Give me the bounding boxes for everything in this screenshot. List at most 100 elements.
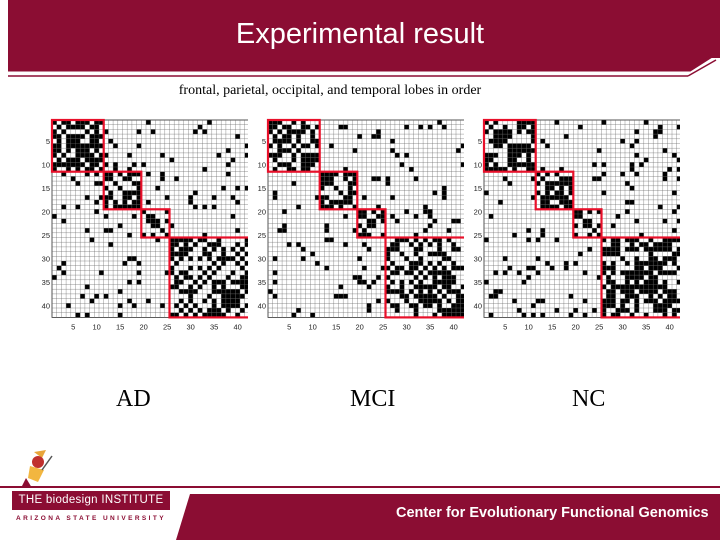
matrix-cell: [451, 303, 456, 308]
matrix-cell: [460, 265, 464, 271]
matrix-cell: [446, 279, 452, 285]
matrix-cell: [362, 265, 367, 271]
matrix-cell: [268, 289, 273, 294]
matrix-cell: [394, 237, 400, 243]
matrix-cell: [183, 237, 189, 243]
matrix-cell: [521, 148, 527, 153]
matrix-cell: [488, 138, 494, 144]
matrix-cell: [366, 284, 372, 290]
lobe-block-outline: [318, 170, 359, 211]
matrix-cell: [502, 270, 508, 276]
matrix-cell: [559, 167, 564, 172]
matrix-cell: [488, 124, 494, 130]
matrix-cell: [662, 279, 668, 285]
matrix-cell: [108, 138, 114, 144]
matrix-cell: [639, 265, 644, 271]
matrix-cell: [268, 143, 273, 149]
matrix-cell: [272, 124, 278, 130]
matrix-cell: [390, 270, 395, 276]
matrix-cell: [324, 237, 330, 243]
matrix-cell: [103, 176, 109, 182]
matrix-cell: [559, 195, 564, 200]
matrix-cell: [498, 138, 503, 144]
matrix-cell: [188, 265, 193, 271]
matrix-cell: [197, 265, 203, 271]
matrix-cell: [207, 120, 212, 125]
matrix-cell: [235, 134, 240, 139]
matrix-cell: [277, 143, 283, 149]
matrix-cell: [169, 242, 175, 247]
matrix-cell: [657, 242, 663, 247]
matrix-cell: [230, 293, 236, 299]
matrix-cell: [183, 289, 189, 294]
matrix-cell: [113, 162, 118, 167]
matrix-cell: [319, 176, 325, 182]
matrix-cell: [202, 246, 208, 252]
matrix-cell: [169, 223, 175, 229]
matrix-cell: [413, 261, 419, 266]
lobe-block-outline: [482, 118, 537, 173]
matrix-cell: [174, 279, 179, 285]
matrix-cell: [84, 120, 90, 125]
matrix-cell: [606, 275, 611, 280]
matrix-cell: [235, 279, 240, 285]
matrix-cell: [606, 293, 611, 299]
matrix-cell: [136, 199, 142, 205]
matrix-cell: [643, 284, 649, 290]
matrix-cell: [352, 204, 358, 210]
matrix-cell: [625, 289, 630, 294]
matrix-cell: [653, 134, 658, 139]
matrix-cell: [512, 167, 517, 172]
matrix-cell: [131, 256, 137, 261]
matrix-cell: [89, 152, 95, 158]
matrix-cell: [451, 261, 456, 266]
matrix-cell: [531, 138, 536, 144]
matrix-cell: [244, 185, 248, 191]
matrix-cell: [244, 275, 248, 280]
x-tick-label: 15: [548, 322, 556, 331]
matrix-cell: [277, 129, 283, 135]
matrix-cell: [484, 190, 489, 196]
matrix-cell: [380, 265, 386, 271]
matrix-cell: [178, 237, 184, 243]
matrix-cell: [155, 185, 161, 191]
matrix-cell: [272, 270, 278, 276]
matrix-cell: [61, 171, 67, 177]
matrix-cell: [357, 275, 362, 280]
matrix-cell: [643, 246, 649, 252]
matrix-cell: [296, 134, 301, 139]
matrix-cell: [244, 251, 248, 257]
matrix-cell: [268, 120, 273, 125]
matrix-cell: [563, 181, 569, 186]
matrix-cell: [300, 256, 306, 261]
matrix-cell: [596, 232, 602, 238]
matrix-cell: [512, 148, 517, 153]
matrix-cell: [61, 120, 67, 125]
matrix-cell: [103, 204, 109, 210]
matrix-cell: [390, 303, 395, 308]
matrix-cell: [620, 256, 625, 261]
matrix-cell: [286, 129, 292, 135]
y-tick-label: 5: [262, 137, 266, 146]
matrix-cell: [338, 190, 344, 196]
matrix-cell: [451, 275, 456, 280]
matrix-cell: [160, 152, 165, 158]
matrix-cell: [413, 232, 419, 238]
matrix-cell: [648, 293, 654, 299]
matrix-cell: [99, 167, 104, 172]
y-tick-label: 25: [42, 231, 50, 240]
matrix-cell: [117, 289, 123, 294]
matrix-cell: [427, 209, 433, 214]
matrix-cell: [531, 167, 536, 172]
matrix-cell: [127, 204, 132, 210]
matrix-cell: [94, 171, 99, 177]
matrix-cell: [235, 289, 240, 294]
matrix-cell: [277, 120, 283, 125]
matrix-cell: [286, 138, 292, 144]
matrix-cell: [610, 265, 616, 271]
matrix-cell: [211, 261, 217, 266]
matrix-cell: [319, 185, 325, 191]
matrix-cell: [493, 134, 499, 139]
matrix-cell: [423, 284, 428, 290]
matrix-cell: [362, 209, 367, 214]
